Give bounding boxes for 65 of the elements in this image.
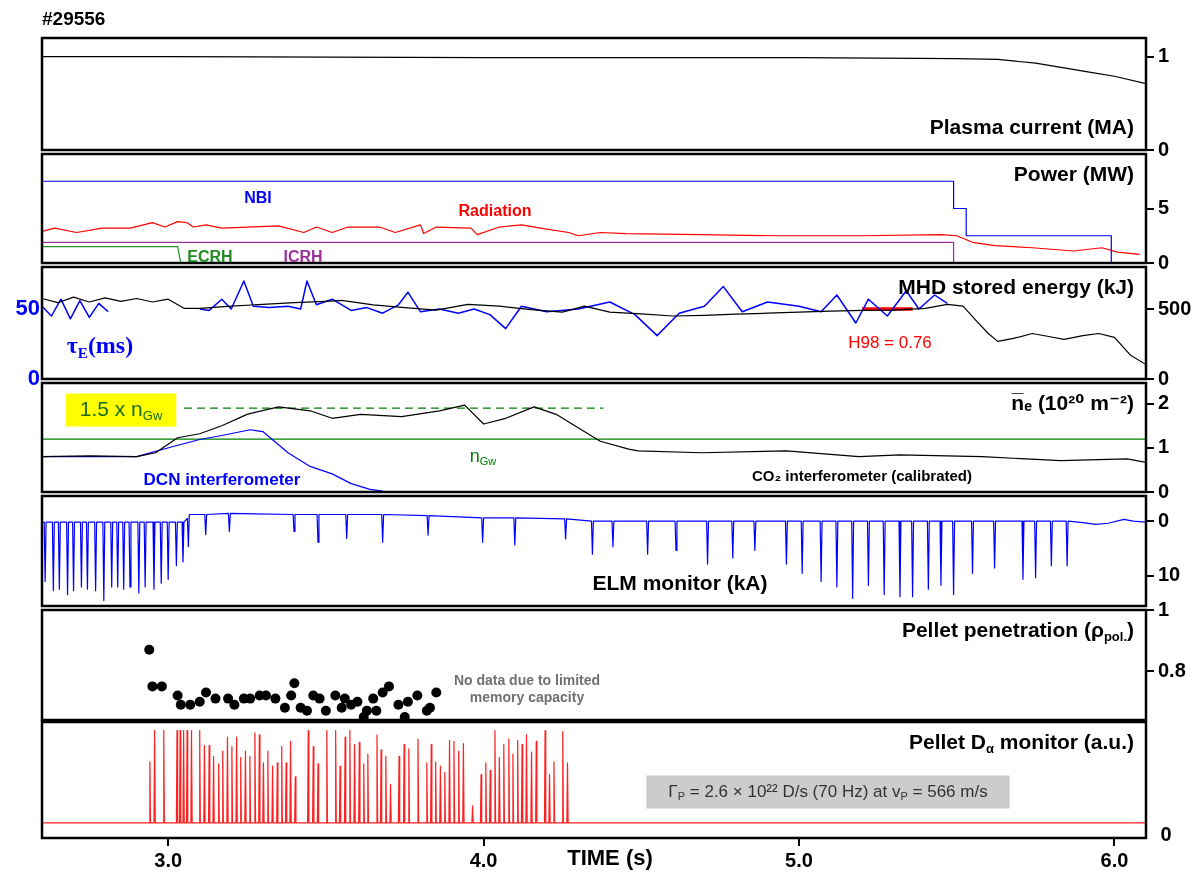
y2-tick-label: 50: [15, 295, 40, 321]
point: [336, 702, 347, 713]
point: [314, 693, 325, 704]
chart-title: Power (MW): [1013, 161, 1134, 185]
point: [431, 687, 442, 698]
point: [301, 705, 312, 716]
point: [412, 690, 423, 701]
chart-title: MHD stored energy (kJ): [898, 274, 1134, 298]
point: [339, 693, 350, 704]
text: #29556: [42, 8, 106, 30]
point: [352, 696, 363, 707]
x-tick-label: 5.0: [785, 848, 813, 871]
point: [393, 699, 404, 710]
series-label: Radiation: [458, 202, 532, 220]
point: [399, 711, 410, 720]
text: Plasma current (MA): [929, 114, 1134, 138]
point: [286, 690, 297, 701]
point: [368, 693, 379, 704]
x-axis-title: TIME (s): [567, 845, 653, 871]
point: [383, 681, 394, 692]
point: [144, 644, 155, 655]
point: [289, 678, 300, 689]
y-tick-label: 5: [1158, 196, 1170, 219]
point: [361, 705, 372, 716]
y-tick-label: 0: [1158, 508, 1170, 531]
series-label: H98 = 0.76: [848, 332, 932, 352]
text: ELM monitor (kA): [592, 570, 768, 594]
point: [223, 693, 234, 704]
point: [147, 681, 158, 692]
point: [402, 696, 413, 707]
y-tick-label: 1: [1158, 435, 1170, 458]
point: [371, 705, 382, 716]
y-tick-label: 500: [1158, 296, 1192, 319]
annotation: No data due to limited memory capacity: [453, 672, 601, 706]
y-tick-label: 1: [1158, 597, 1170, 620]
point: [172, 690, 183, 701]
y-tick-label: 0.8: [1158, 658, 1186, 681]
point: [175, 699, 186, 710]
series-label: NBI: [244, 189, 272, 207]
series-label: DCN interferometer: [143, 469, 301, 489]
point: [330, 690, 341, 701]
y-tick-label: 0: [1158, 250, 1170, 273]
point: [229, 699, 240, 710]
y-tick-label: 10: [1158, 563, 1181, 586]
x-tick-label: 3.0: [154, 848, 183, 871]
series-label: CO₂ interferometer (calibrated): [751, 467, 973, 485]
x-tick-label: 4.0: [469, 848, 498, 871]
y-tick-label: 0: [1158, 479, 1170, 502]
series-label: ECRH: [187, 248, 233, 266]
y2-tick-label: 0: [27, 365, 40, 391]
point: [270, 693, 281, 704]
point: [201, 687, 212, 698]
point: [210, 693, 221, 704]
point: [185, 699, 196, 710]
y-tick-label: 2: [1158, 391, 1170, 414]
y-tick-label: 0: [1158, 137, 1170, 160]
chart-title: n̅ₑ (10²⁰ m⁻²): [1010, 390, 1135, 414]
point: [320, 705, 331, 716]
x-tick-label: 6.0: [1100, 848, 1129, 871]
series-label: ICRH: [283, 248, 323, 266]
point: [194, 696, 205, 707]
y-tick-label: 1: [1158, 44, 1170, 67]
point: [156, 681, 167, 692]
point: [279, 702, 290, 713]
y-tick-label: 0: [1158, 366, 1170, 389]
